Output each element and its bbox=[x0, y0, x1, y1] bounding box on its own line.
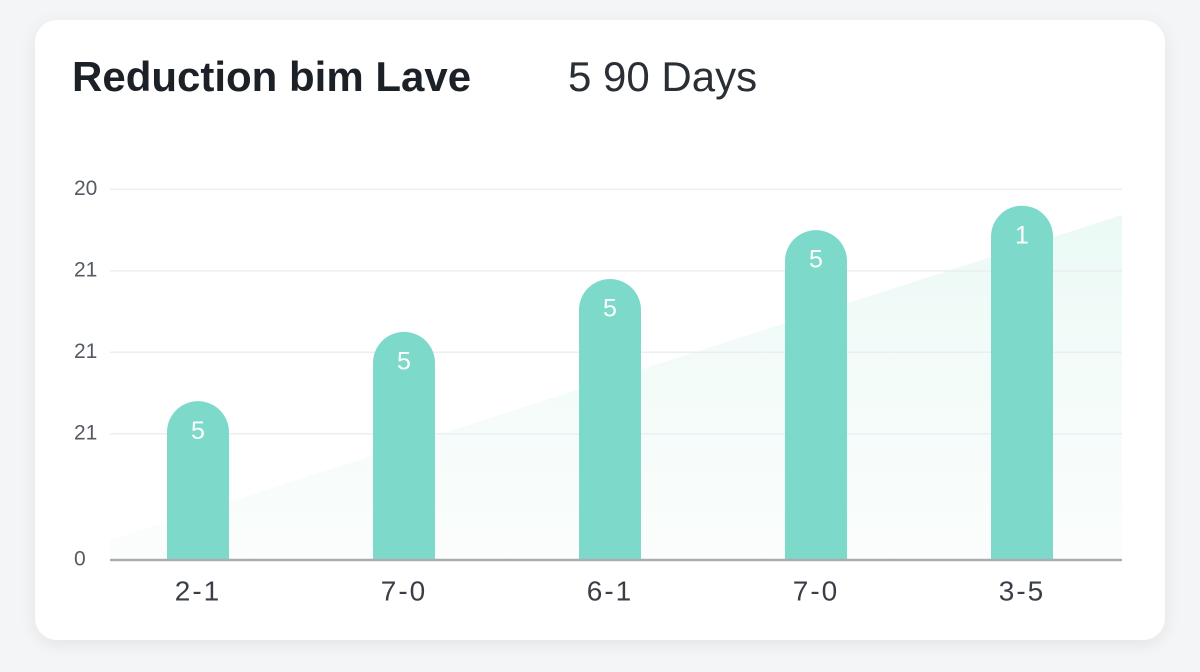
y-tick-label: 20 bbox=[74, 177, 97, 200]
bar bbox=[991, 205, 1053, 561]
y-tick-label: 21 bbox=[74, 421, 97, 444]
x-tick-label: 7-0 bbox=[381, 575, 427, 606]
y-tick-label: 21 bbox=[74, 340, 97, 363]
y-tick-label: 0 bbox=[74, 548, 86, 571]
bar bbox=[373, 331, 435, 560]
chart-title: Reduction bim Lave bbox=[72, 53, 471, 100]
x-tick-label: 3-5 bbox=[999, 575, 1045, 606]
bar-label: 5 bbox=[191, 417, 205, 445]
x-tick-label: 7-0 bbox=[793, 575, 839, 606]
bar bbox=[167, 401, 229, 560]
bar bbox=[785, 230, 847, 560]
bar-label: 5 bbox=[603, 295, 617, 323]
bar-label: 5 bbox=[809, 246, 823, 274]
chart-subtitle: 5 90 Days bbox=[568, 53, 757, 100]
y-tick-label: 21 bbox=[74, 258, 97, 281]
x-tick-label: 2-1 bbox=[175, 575, 221, 606]
bar-label: 1 bbox=[1015, 221, 1029, 249]
x-tick-label: 6-1 bbox=[587, 575, 633, 606]
bar-label: 5 bbox=[397, 348, 411, 376]
bar bbox=[579, 278, 641, 560]
